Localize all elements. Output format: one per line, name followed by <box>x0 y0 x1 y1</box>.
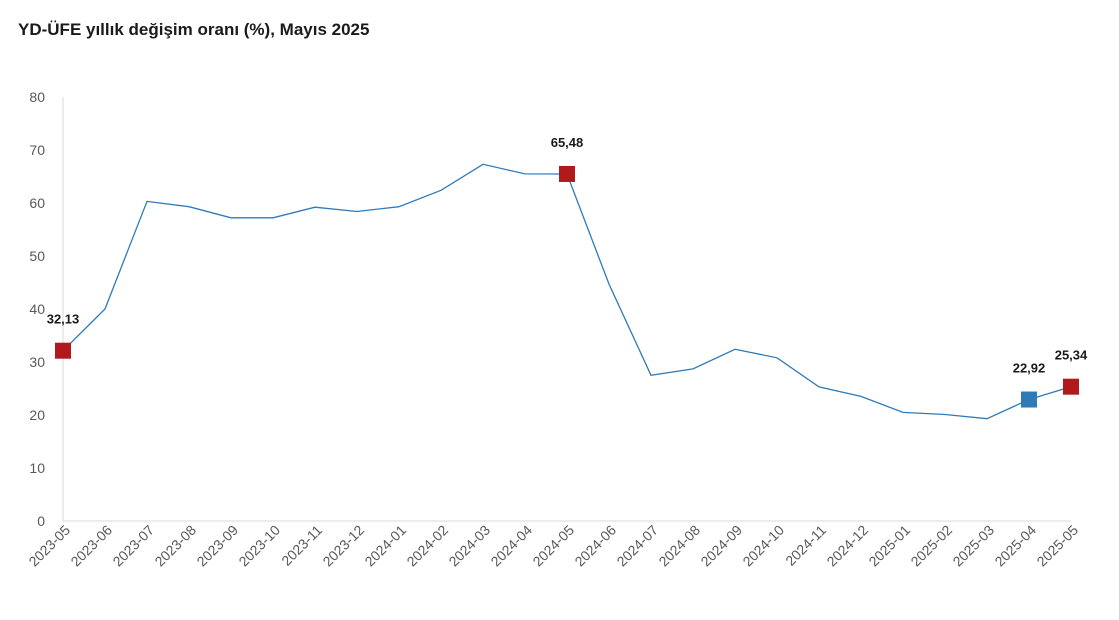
y-tick-label: 70 <box>29 142 45 158</box>
series-line <box>62 163 1072 420</box>
data-point-marker <box>1021 391 1037 408</box>
x-tick-label: 2023-10 <box>235 522 283 570</box>
data-label: 65,48 <box>551 135 584 150</box>
data-label: 32,13 <box>47 312 80 327</box>
y-tick-label: 20 <box>29 407 45 423</box>
y-tick-labels: 0 10 20 30 40 50 60 70 80 <box>29 89 45 529</box>
markers <box>55 165 1079 408</box>
x-tick-label: 2023-06 <box>67 522 115 570</box>
x-tick-label: 2024-09 <box>697 522 745 570</box>
data-point-marker <box>559 165 575 182</box>
x-tick-label: 2024-12 <box>823 522 871 570</box>
x-tick-label: 2024-08 <box>655 522 703 570</box>
y-tick-label: 30 <box>29 354 45 370</box>
x-tick-label: 2024-11 <box>782 522 829 569</box>
x-tick-label: 2023-11 <box>278 522 325 569</box>
x-tick-label: 2023-12 <box>319 522 367 570</box>
x-tick-label: 2025-03 <box>949 522 997 570</box>
x-tick-label: 2023-09 <box>193 522 241 570</box>
data-label: 25,34 <box>1055 348 1088 363</box>
data-label: 22,92 <box>1013 361 1046 376</box>
x-tick-label: 2023-07 <box>109 522 157 570</box>
series <box>62 163 1072 420</box>
x-tick-label: 2025-02 <box>907 522 955 570</box>
x-tick-label: 2025-05 <box>1033 522 1081 570</box>
y-tick-label: 60 <box>29 195 45 211</box>
x-tick-label: 2023-08 <box>151 522 199 570</box>
chart-title: YD-ÜFE yıllık değişim oranı (%), Mayıs 2… <box>18 20 370 39</box>
x-tick-label: 2024-05 <box>529 522 577 570</box>
axes <box>62 97 1071 522</box>
y-tick-label: 50 <box>29 248 45 264</box>
x-tick-label: 2023-05 <box>25 522 73 570</box>
y-tick-label: 0 <box>37 513 45 529</box>
x-tick-label: 2024-03 <box>445 522 493 570</box>
data-labels: 32,13 65,48 22,92 25,34 <box>47 135 1088 376</box>
y-tick-label: 10 <box>29 460 45 476</box>
data-point-marker <box>1063 378 1079 395</box>
x-tick-label: 2024-07 <box>613 522 661 570</box>
x-tick-label: 2025-01 <box>865 522 913 570</box>
x-tick-label: 2024-04 <box>487 522 535 570</box>
y-tick-label: 40 <box>29 301 45 317</box>
data-point-marker <box>55 342 71 359</box>
y-tick-label: 80 <box>29 89 45 105</box>
x-tick-label: 2024-01 <box>361 522 409 570</box>
x-tick-label: 2024-06 <box>571 522 619 570</box>
x-tick-label: 2024-02 <box>403 522 451 570</box>
x-tick-label: 2024-10 <box>739 522 787 570</box>
x-tick-labels: 2023-052023-062023-072023-082023-092023-… <box>25 522 1081 570</box>
x-tick-label: 2025-04 <box>991 522 1039 570</box>
